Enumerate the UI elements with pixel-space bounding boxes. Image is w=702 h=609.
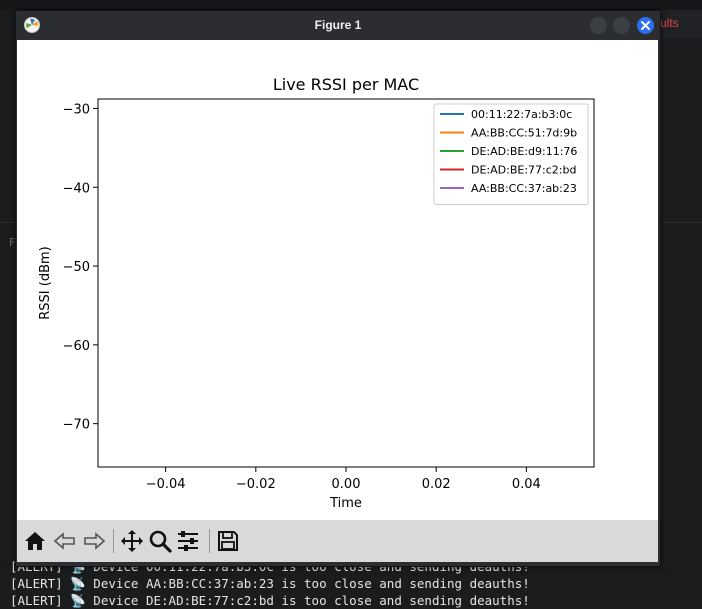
toolbar-separator xyxy=(209,529,210,553)
navigation-toolbar xyxy=(17,520,658,562)
pan-icon[interactable] xyxy=(119,528,145,554)
x-tick-label: −0.04 xyxy=(146,477,186,492)
close-icon xyxy=(641,21,650,30)
back-icon[interactable] xyxy=(52,528,78,554)
background-fragment: F xyxy=(9,236,16,249)
terminal-top-bar xyxy=(0,0,702,10)
chart-legend: 00:11:22:7a:b3:0c AA:BB:CC:51:7d:9b DE:AD:… xyxy=(433,103,589,205)
window-titlebar[interactable]: Figure 1 xyxy=(16,11,660,40)
plot-area xyxy=(97,98,595,468)
minimize-button[interactable] xyxy=(590,17,607,34)
y-tick-label: −50 xyxy=(63,260,90,275)
zoom-icon[interactable] xyxy=(147,528,173,554)
y-tick-label: −30 xyxy=(63,102,90,117)
close-button[interactable] xyxy=(637,17,654,34)
y-tick-label: −70 xyxy=(63,418,90,433)
chart-title: Live RSSI per MAC xyxy=(273,75,419,94)
figure-window: Figure 1 Live RSSI per MAC −30 −40 −50 −60 −… xyxy=(15,10,661,567)
configure-subplots-icon[interactable] xyxy=(175,528,201,554)
legend-entry: DE:AD:BE:d9:11:76 xyxy=(471,145,577,158)
legend-entry: DE:AD:BE:77:c2:bd xyxy=(471,164,576,177)
y-axis-label: RSSI (dBm) xyxy=(38,246,53,319)
x-tick-label: 0.02 xyxy=(422,477,451,492)
forward-icon[interactable] xyxy=(81,528,107,554)
rssi-chart: Live RSSI per MAC −30 −40 −50 −60 −70 −0.04 −… xyxy=(38,75,595,511)
save-icon[interactable] xyxy=(215,528,241,554)
legend-entry: AA:BB:CC:37:ab:23 xyxy=(471,182,577,195)
legend-entry: 00:11:22:7a:b3:0c xyxy=(471,108,572,121)
x-tick-label: 0.04 xyxy=(512,477,541,492)
x-axis-label: Time xyxy=(329,496,362,511)
app-icon xyxy=(24,17,40,33)
x-tick-label: 0.00 xyxy=(332,477,361,492)
y-tick-label: −60 xyxy=(63,339,90,354)
toolbar-separator xyxy=(113,529,114,553)
x-tick-label: −0.02 xyxy=(236,477,276,492)
window-title: Figure 1 xyxy=(314,18,362,32)
terminal-line: [ALERT] 📡 Device DE:AD:BE:77:c2:bd is to… xyxy=(10,593,530,608)
background-tab-label[interactable]: ults xyxy=(660,16,679,30)
home-icon[interactable] xyxy=(22,528,48,554)
figure-canvas[interactable]: Live RSSI per MAC −30 −40 −50 −60 −70 −0.04 −… xyxy=(17,40,658,520)
maximize-button[interactable] xyxy=(613,17,630,34)
legend-box xyxy=(433,103,589,205)
terminal-line: [ALERT] 📡 Device AA:BB:CC:37:ab:23 is to… xyxy=(10,576,530,591)
legend-entry: AA:BB:CC:51:7d:9b xyxy=(471,127,577,140)
y-tick-label: −40 xyxy=(63,181,90,196)
